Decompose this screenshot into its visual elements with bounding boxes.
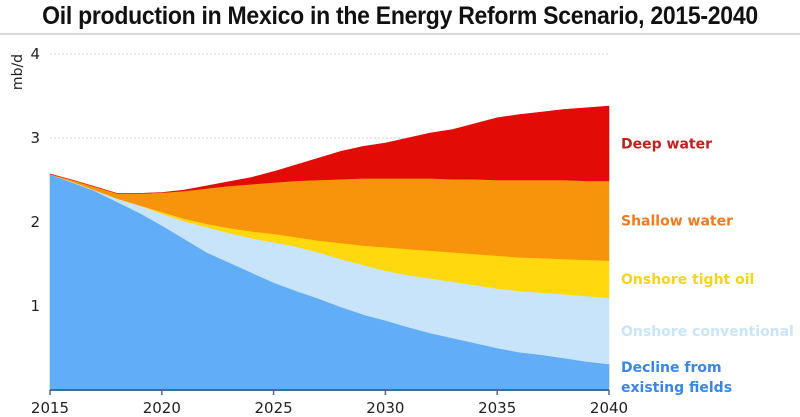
- legend-labels: Decline from existing fields Onshore conve…: [621, 136, 794, 396]
- legend-label-onshore-tight-oil: Onshore tight oil: [621, 272, 754, 288]
- y-axis-label: mb/d: [10, 54, 26, 90]
- legend-label-deep-water: Deep water: [621, 136, 712, 152]
- x-tick-label-2020: 2020: [143, 399, 181, 417]
- y-tick-label-4: 4: [30, 45, 40, 63]
- x-tick-label-2015: 2015: [31, 399, 69, 417]
- y-tick-label-2: 2: [30, 213, 40, 231]
- legend-label-shallow-water: Shallow water: [621, 214, 733, 230]
- x-tick-label-2035: 2035: [478, 399, 516, 417]
- area-deep-water: [49, 105, 610, 194]
- y-tick-label-1: 1: [30, 297, 40, 315]
- y-tick-label-3: 3: [30, 129, 40, 147]
- chart-title: Oil production in Mexico in the Energy R…: [42, 2, 758, 30]
- legend-label-decline-from-existing-fields: existing fields: [621, 380, 732, 396]
- x-tick-label-2025: 2025: [255, 399, 293, 417]
- x-tick-label-2040: 2040: [590, 399, 628, 417]
- axes: 1 2 3 4mb/d 2015 2020 2025 2030 2035 2040: [10, 45, 628, 417]
- legend-label-onshore-conventional: Onshore conventional: [621, 324, 794, 340]
- area-series: [49, 105, 610, 391]
- title-divider: [0, 33, 800, 35]
- x-tick-label-2030: 2030: [366, 399, 404, 417]
- legend-label-decline-from-existing-fields: Decline from: [621, 360, 722, 376]
